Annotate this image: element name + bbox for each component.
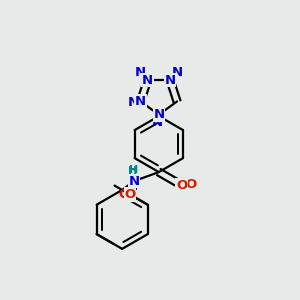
Text: N: N	[135, 95, 146, 108]
Text: O: O	[124, 188, 135, 201]
Text: N: N	[164, 74, 175, 86]
Text: N: N	[128, 175, 140, 188]
Text: O: O	[185, 178, 197, 191]
Text: H: H	[129, 165, 139, 175]
Text: N: N	[128, 95, 139, 109]
Text: N: N	[135, 67, 146, 80]
Text: H: H	[128, 167, 137, 176]
Text: N: N	[172, 67, 183, 80]
Text: N: N	[142, 74, 153, 86]
Text: O: O	[176, 179, 188, 192]
Text: N: N	[127, 180, 138, 193]
Text: O: O	[118, 188, 129, 201]
Text: N: N	[153, 108, 164, 121]
Text: N: N	[152, 116, 163, 129]
